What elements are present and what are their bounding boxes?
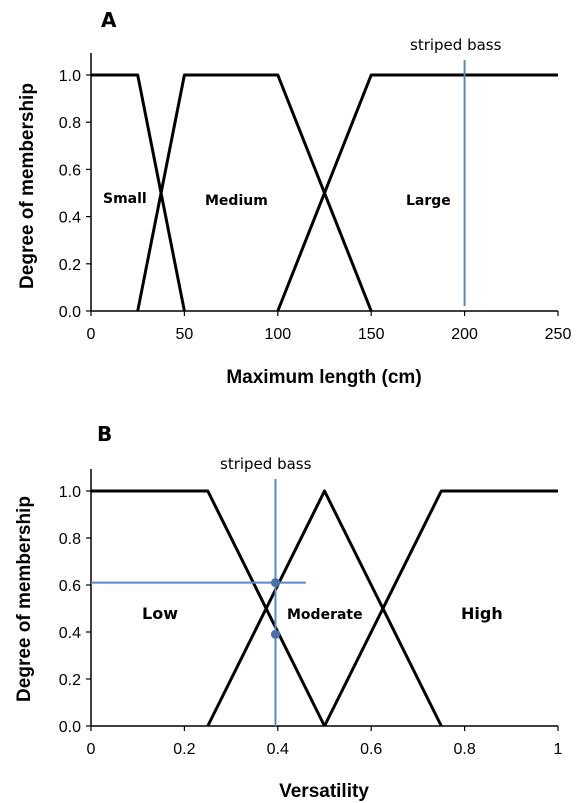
panel-b: B Degree of membership Versatility Low M… bbox=[14, 422, 563, 802]
panel-b-membership-point bbox=[270, 629, 280, 639]
panel-a-series-small bbox=[91, 73, 186, 312]
panel-b-y-tick-label: 0.0 bbox=[59, 719, 81, 736]
panel-a-y-tick-label: 0.2 bbox=[59, 257, 81, 274]
panel-b-x-tick-label: 0.8 bbox=[453, 741, 475, 758]
panel-a-x-axis-title: Maximum length (cm) bbox=[226, 367, 421, 388]
panel-a-label: A bbox=[101, 8, 117, 32]
panel-a-region-medium: Medium bbox=[205, 193, 268, 209]
panel-b-region-moderate: Moderate bbox=[287, 607, 363, 623]
panel-a-x-tick-label: 0 bbox=[87, 326, 96, 343]
panel-a-y-tick-label: 0.0 bbox=[59, 304, 81, 321]
panel-b-x-axis-title: Versatility bbox=[279, 781, 369, 802]
panel-a-x-tick-label: 50 bbox=[176, 326, 194, 343]
panel-b-y-tick-label: 0.2 bbox=[59, 672, 81, 689]
panel-b-y-tick-label: 0.4 bbox=[59, 625, 81, 642]
panel-b-series-low bbox=[91, 489, 326, 727]
panel-b-region-low: Low bbox=[142, 604, 178, 623]
panel-a-x-tick-label: 200 bbox=[451, 326, 478, 343]
panel-b-y-tick-label: 0.6 bbox=[59, 578, 81, 595]
panel-a-x-tick-label: 150 bbox=[358, 326, 385, 343]
panel-a-region-small: Small bbox=[103, 191, 147, 207]
panel-a-y-tick-label: 0.8 bbox=[59, 115, 81, 132]
panel-a-region-large: Large bbox=[406, 193, 451, 209]
panel-b-label: B bbox=[97, 422, 112, 446]
panel-b-x-tick-label: 0.4 bbox=[267, 741, 289, 758]
panel-a-y-tick-label: 0.6 bbox=[59, 162, 81, 179]
panel-b-x-tick-label: 0.6 bbox=[360, 741, 382, 758]
panel-b-y-tick-label: 0.8 bbox=[59, 531, 81, 548]
panel-a-y-tick-label: 1.0 bbox=[59, 68, 81, 85]
panel-a-x-tick-label: 250 bbox=[545, 326, 572, 343]
panel-b-region-high: High bbox=[461, 604, 503, 623]
panel-a-striped-bass-label: striped bass bbox=[410, 36, 502, 54]
panel-b-striped-bass-label: striped bass bbox=[220, 455, 312, 473]
panel-a-y-axis-title: Degree of membership bbox=[17, 83, 38, 289]
panel-b-series-high bbox=[323, 489, 558, 727]
panel-b-series-moderate bbox=[206, 489, 443, 727]
panel-a-x-tick-label: 100 bbox=[264, 326, 291, 343]
panel-b-membership-point bbox=[270, 578, 280, 588]
panel-b-y-tick-label: 1.0 bbox=[59, 484, 81, 501]
panel-b-x-tick-label: 1 bbox=[554, 741, 563, 758]
panel-b-x-tick-label: 0.2 bbox=[173, 741, 195, 758]
panel-a-series-large bbox=[276, 73, 558, 312]
panel-b-y-axis-title: Degree of membership bbox=[14, 496, 35, 702]
panel-a-y-tick-label: 0.4 bbox=[59, 210, 81, 227]
panel-b-x-tick-label: 0 bbox=[87, 741, 96, 758]
panel-a: A Degree of membership Maximum length (c… bbox=[17, 8, 571, 388]
